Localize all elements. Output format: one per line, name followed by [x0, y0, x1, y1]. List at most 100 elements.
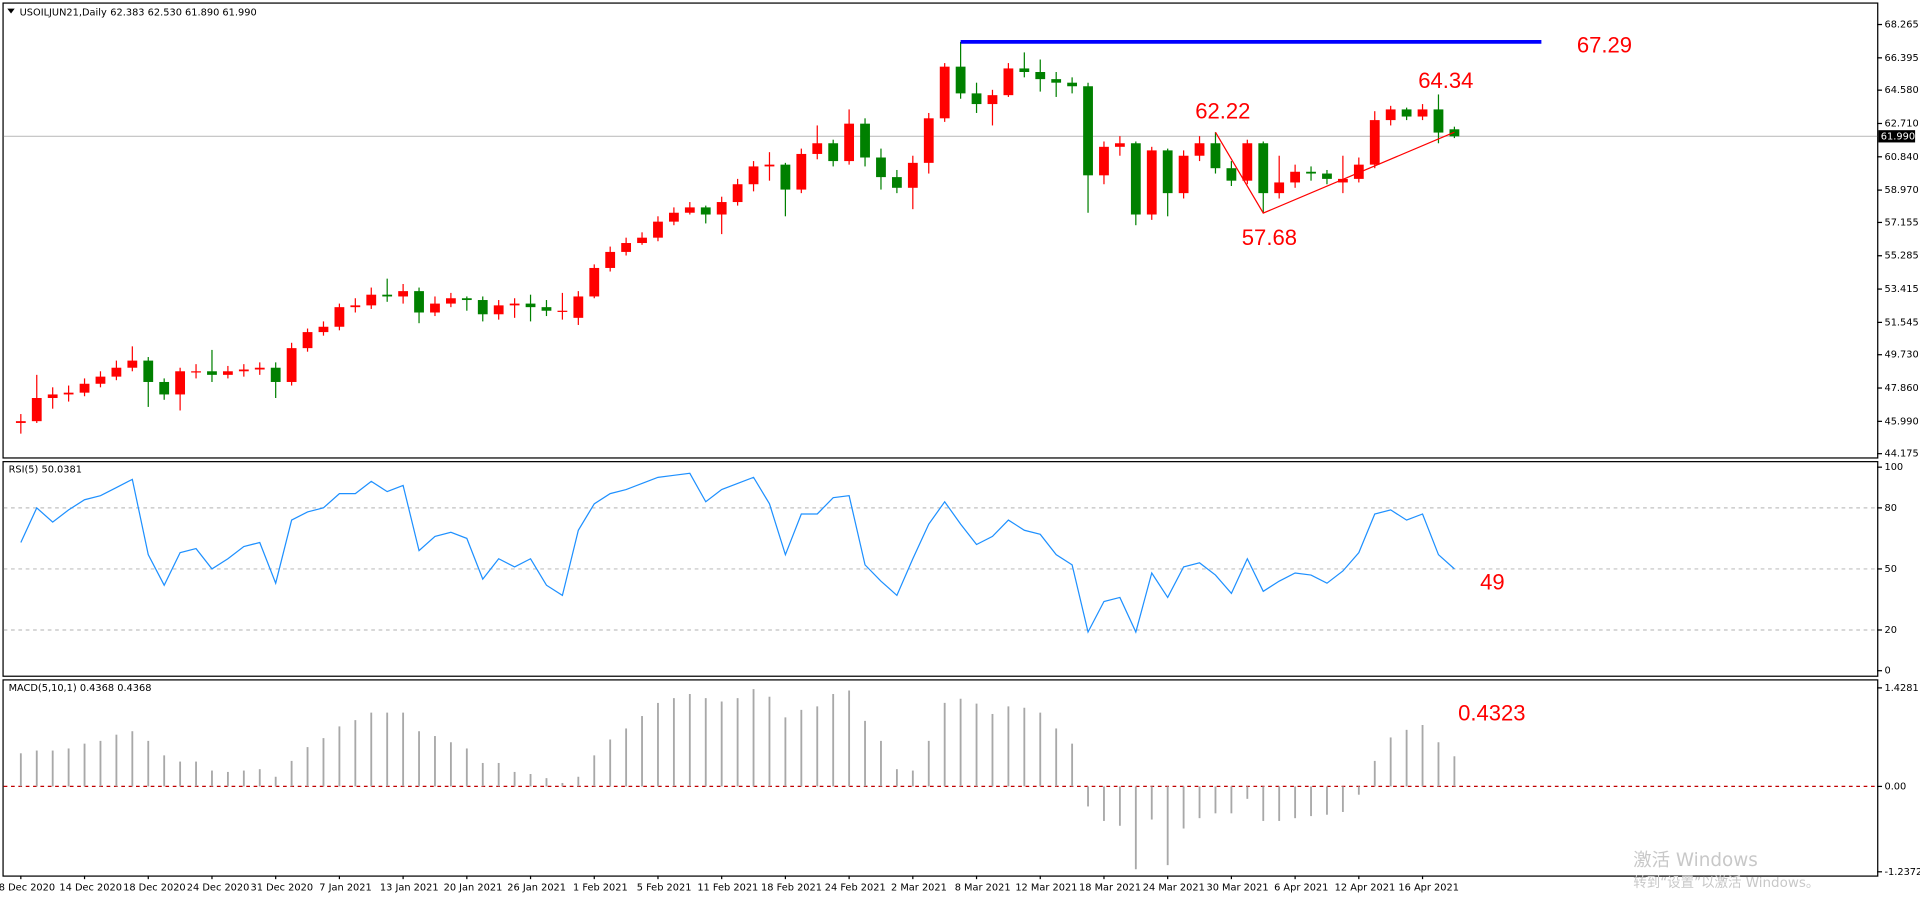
- x-tick-label: 8 Dec 2020: [0, 883, 55, 894]
- y-tick-label: 50: [1884, 564, 1896, 575]
- candle-body: [716, 202, 727, 215]
- candle-body: [445, 298, 456, 304]
- rsi-annotation: 49: [1480, 569, 1505, 594]
- candle-body: [1130, 143, 1141, 215]
- candle-body: [764, 164, 775, 167]
- level-label: 64.34: [1418, 68, 1473, 93]
- macd-annotation: 0.4323: [1458, 701, 1525, 726]
- candle-body: [127, 360, 138, 368]
- x-tick-label: 24 Mar 2021: [1143, 883, 1205, 894]
- menu-arrow[interactable]: [7, 8, 15, 14]
- candle-body: [15, 421, 26, 423]
- candle-body: [1433, 109, 1444, 133]
- x-tick-label: 24 Dec 2020: [187, 883, 250, 894]
- candle-body: [589, 267, 600, 297]
- y-tick-label: 20: [1884, 625, 1896, 636]
- y-tick-label: 45.990: [1884, 416, 1918, 427]
- x-tick-label: 6 Apr 2021: [1274, 883, 1328, 894]
- candle-body: [175, 371, 186, 395]
- candle-body: [1417, 109, 1428, 117]
- trend-line: [1214, 131, 1455, 214]
- x-tick-label: 13 Jan 2021: [380, 883, 439, 894]
- candle-body: [557, 310, 568, 312]
- candle-body: [637, 237, 647, 244]
- candle-body: [1369, 120, 1380, 165]
- x-tick-label: 20 Jan 2021: [444, 883, 503, 894]
- x-tick-label: 26 Jan 2021: [507, 883, 566, 894]
- candle-body: [509, 303, 520, 306]
- candle-body: [1274, 182, 1285, 194]
- candle-body: [302, 332, 313, 349]
- y-tick-label: 44.175: [1884, 449, 1918, 460]
- candle-body: [238, 369, 249, 372]
- y-tick-label: 53.415: [1884, 284, 1918, 295]
- candle-body: [987, 95, 998, 105]
- candle-body: [684, 207, 695, 213]
- y-tick-label: 57.155: [1884, 217, 1918, 228]
- candle-body: [1226, 168, 1237, 181]
- candle-body: [366, 294, 377, 306]
- candle-body: [860, 123, 870, 158]
- candle-body: [143, 360, 154, 382]
- candle-body: [1083, 86, 1093, 176]
- candle-body: [1099, 146, 1109, 176]
- ohlc-readout: 62.383 62.530 61.890 61.990: [110, 7, 256, 18]
- candle-body: [191, 371, 201, 373]
- macd-title: MACD(5,10,1) 0.4368 0.4368: [9, 683, 152, 694]
- candle-body: [939, 66, 950, 119]
- x-tick-label: 18 Mar 2021: [1079, 883, 1141, 894]
- candle-body: [1306, 171, 1316, 174]
- candle-body: [63, 392, 74, 395]
- level-label: 57.68: [1242, 225, 1297, 250]
- symbol-title: USOILJUN21,Daily: [20, 7, 107, 18]
- y-tick-label: 55.285: [1884, 251, 1918, 262]
- candle-body: [270, 367, 281, 382]
- candle-body: [1322, 173, 1332, 179]
- candle-body: [1401, 109, 1412, 117]
- watermark-title: 激活 Windows: [1633, 850, 1758, 871]
- candle-body: [334, 307, 345, 327]
- candle-body: [1051, 79, 1062, 83]
- x-tick-label: 14 Dec 2020: [59, 883, 122, 894]
- candle-body: [1194, 143, 1205, 156]
- x-tick-label: 2 Mar 2021: [891, 883, 947, 894]
- candle-body: [876, 157, 886, 178]
- rsi-line: [20, 472, 1455, 634]
- candle-body: [748, 166, 759, 185]
- candle-body: [1353, 164, 1364, 179]
- candle-body: [254, 367, 265, 370]
- candle-body: [1242, 143, 1253, 181]
- y-tick-label: -1.2372: [1884, 867, 1920, 878]
- candle-body: [1162, 150, 1173, 194]
- x-tick-label: 7 Jan 2021: [319, 883, 371, 894]
- candle-body: [1035, 71, 1046, 80]
- y-tick-label: 58.970: [1884, 185, 1918, 196]
- candle-body: [477, 300, 488, 315]
- candle-body: [95, 376, 106, 384]
- candle-body: [1210, 143, 1221, 169]
- candle-body: [1258, 143, 1269, 194]
- candle-body: [493, 305, 504, 315]
- y-tick-label: 66.395: [1884, 53, 1918, 64]
- candle-body: [541, 307, 552, 311]
- candle-body: [1290, 171, 1301, 183]
- candle-body: [891, 177, 902, 188]
- candle-body: [1385, 109, 1396, 121]
- candle-body: [318, 326, 329, 333]
- candle-body: [222, 371, 233, 375]
- candle-body: [955, 66, 966, 94]
- x-tick-label: 5 Feb 2021: [637, 883, 692, 894]
- x-tick-label: 16 Apr 2021: [1398, 883, 1459, 894]
- y-tick-label: 64.580: [1884, 85, 1918, 96]
- x-tick-label: 18 Dec 2020: [123, 883, 186, 894]
- candle-body: [525, 303, 536, 308]
- x-tick-label: 30 Mar 2021: [1206, 883, 1268, 894]
- candle-body: [398, 291, 409, 297]
- y-tick-label: 62.710: [1884, 118, 1918, 129]
- candle-body: [828, 143, 839, 162]
- candle-body: [1019, 68, 1030, 72]
- y-tick-label: 100: [1884, 462, 1903, 473]
- candle-body: [207, 371, 217, 375]
- candle-body: [923, 118, 934, 163]
- macd-pane: [2, 679, 1879, 877]
